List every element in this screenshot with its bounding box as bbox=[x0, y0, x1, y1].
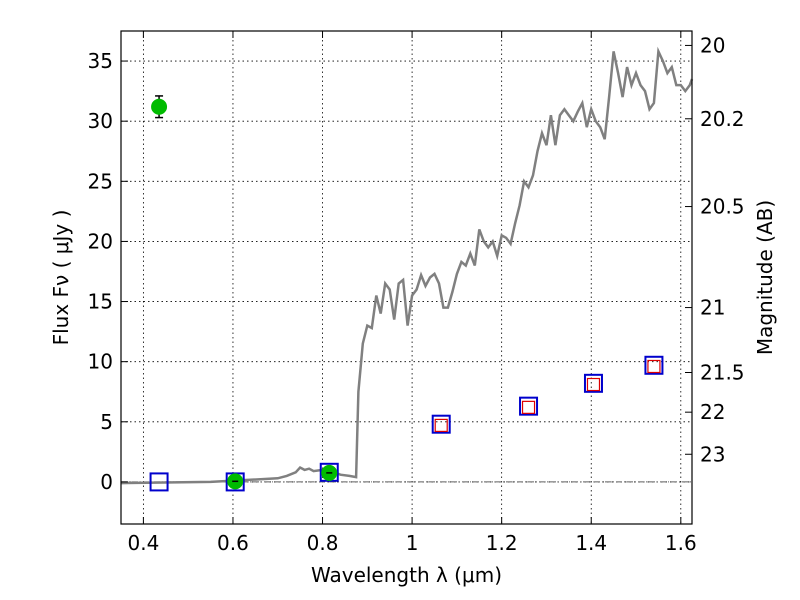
sed-spectrum-line bbox=[120, 46, 694, 485]
model-flux-square bbox=[644, 355, 664, 375]
x-tick-label: 1 bbox=[406, 531, 419, 555]
x-tick-label: 0.4 bbox=[127, 531, 159, 555]
x-tick-label: 1.4 bbox=[575, 531, 607, 555]
right-tick-label: 23 bbox=[700, 442, 725, 466]
y-axis-title: Flux Fν ( μJy ) bbox=[49, 210, 73, 346]
model-flux-square bbox=[149, 472, 169, 492]
y-tick-label: 35 bbox=[88, 49, 113, 73]
axis-ticks: 0.4 0.6 0.8 1 1.2 1.4 1.6 0 5 10 15 20 25 30 35 20 20.2 2… bbox=[88, 31, 745, 555]
y-tick-label: 15 bbox=[88, 290, 113, 314]
model-flux-square bbox=[431, 414, 451, 434]
right-tick-label: 20.2 bbox=[700, 107, 745, 131]
y-tick-label: 0 bbox=[100, 470, 113, 494]
detection-point bbox=[151, 98, 168, 115]
right-tick-label: 20 bbox=[700, 33, 725, 57]
plot-frame bbox=[120, 30, 693, 525]
model-flux-square bbox=[519, 396, 539, 416]
y-tick-label: 25 bbox=[88, 169, 113, 193]
x-tick-label: 0.8 bbox=[307, 531, 339, 555]
y-tick-label: 10 bbox=[88, 350, 113, 374]
observed-flux-square bbox=[434, 418, 448, 432]
x-tick-label: 1.2 bbox=[486, 531, 518, 555]
right-tick-label: 22 bbox=[700, 400, 725, 424]
grid bbox=[121, 31, 692, 524]
y-tick-label: 5 bbox=[100, 410, 113, 434]
observed-flux-square bbox=[586, 377, 601, 392]
x-tick-label: 1.6 bbox=[665, 531, 697, 555]
right-axis-title: Magnitude (AB) bbox=[753, 200, 777, 355]
y-tick-label: 30 bbox=[88, 109, 113, 133]
x-tick-label: 0.6 bbox=[217, 531, 249, 555]
right-tick-label: 21 bbox=[700, 296, 725, 320]
model-flux-square bbox=[583, 373, 603, 393]
observed-flux-square bbox=[521, 400, 536, 414]
y-tick-label: 20 bbox=[88, 229, 113, 253]
right-tick-label: 20.5 bbox=[700, 195, 745, 219]
observed-flux-square bbox=[647, 359, 661, 374]
x-axis-title: Wavelength λ (μm) bbox=[311, 563, 502, 587]
right-tick-label: 21.5 bbox=[700, 360, 745, 384]
data-markers bbox=[149, 95, 664, 492]
